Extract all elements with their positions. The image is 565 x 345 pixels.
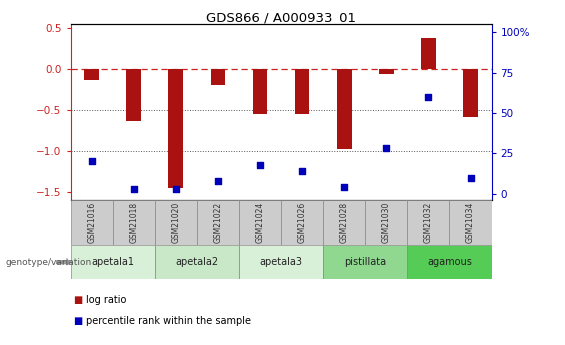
Bar xyxy=(450,200,492,245)
Bar xyxy=(421,38,436,69)
Bar xyxy=(155,245,239,279)
Point xyxy=(214,178,223,184)
Bar xyxy=(253,69,267,114)
Text: GSM21026: GSM21026 xyxy=(298,202,307,243)
Text: pistillata: pistillata xyxy=(344,257,386,267)
Text: GSM21028: GSM21028 xyxy=(340,202,349,243)
Point xyxy=(424,94,433,100)
Text: GSM21016: GSM21016 xyxy=(87,202,96,243)
Text: GSM21032: GSM21032 xyxy=(424,202,433,243)
Bar xyxy=(407,245,492,279)
Bar xyxy=(281,200,323,245)
Bar xyxy=(239,200,281,245)
Point xyxy=(466,175,475,180)
Text: GSM21020: GSM21020 xyxy=(171,202,180,243)
Text: ■: ■ xyxy=(73,295,82,305)
Bar xyxy=(323,245,407,279)
Point xyxy=(129,186,138,191)
Bar xyxy=(155,200,197,245)
Point xyxy=(87,159,96,164)
Text: percentile rank within the sample: percentile rank within the sample xyxy=(86,316,251,326)
Bar xyxy=(365,200,407,245)
Point xyxy=(255,162,264,167)
Text: apetala3: apetala3 xyxy=(259,257,303,267)
Text: GSM21024: GSM21024 xyxy=(255,202,264,243)
Bar xyxy=(379,69,394,74)
Text: GSM21022: GSM21022 xyxy=(214,202,223,243)
Text: apetala2: apetala2 xyxy=(175,257,219,267)
Bar xyxy=(239,245,323,279)
Bar xyxy=(211,69,225,85)
Bar xyxy=(71,200,113,245)
Bar xyxy=(113,200,155,245)
Text: GSM21030: GSM21030 xyxy=(382,202,391,243)
Point xyxy=(382,146,391,151)
Bar xyxy=(168,69,183,188)
Text: ■: ■ xyxy=(73,316,82,326)
Text: log ratio: log ratio xyxy=(86,295,127,305)
Title: GDS866 / A000933_01: GDS866 / A000933_01 xyxy=(206,11,356,24)
Bar xyxy=(127,69,141,121)
Bar xyxy=(295,69,310,114)
Text: agamous: agamous xyxy=(427,257,472,267)
Text: apetala1: apetala1 xyxy=(91,257,134,267)
Bar xyxy=(323,200,366,245)
Bar xyxy=(337,69,351,149)
Point xyxy=(171,186,180,191)
Point xyxy=(340,185,349,190)
Bar xyxy=(84,69,99,80)
Text: GSM21034: GSM21034 xyxy=(466,202,475,243)
Bar xyxy=(463,69,478,117)
Point xyxy=(298,168,307,174)
Bar xyxy=(197,200,239,245)
Text: GSM21018: GSM21018 xyxy=(129,202,138,243)
Bar xyxy=(407,200,450,245)
Bar xyxy=(71,245,155,279)
Text: genotype/variation: genotype/variation xyxy=(6,258,92,267)
